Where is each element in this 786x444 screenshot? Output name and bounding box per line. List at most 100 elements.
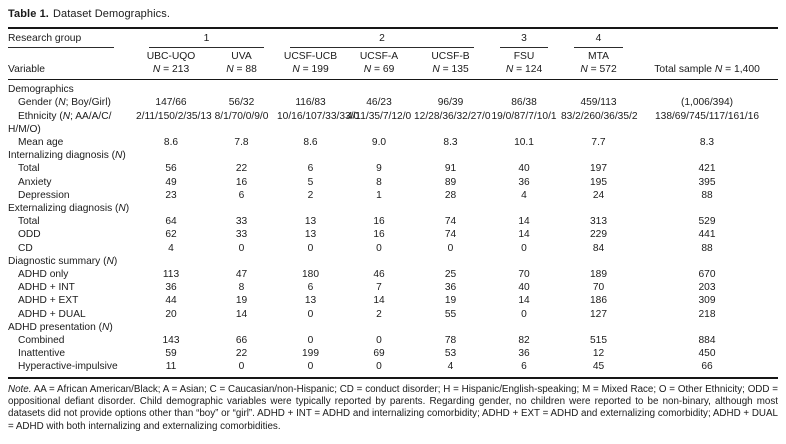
cell-value: 11 [136,360,206,379]
cell-value: 8 [238,282,245,294]
cell-value: 218 [698,308,716,320]
cell-value: 0 [376,335,382,347]
cell-value: 22 [235,163,248,175]
row-label: ADHD + EXT [18,295,79,307]
cell-value: 459/113 [580,97,617,109]
cell-value: 74 [444,229,457,241]
research-group-header: Research group [8,28,136,48]
table-header: Research group 1 2 3 4 Variable UBC-UQO N = 21… [8,28,779,81]
site-sample-size: N = 124 [505,63,543,75]
data-row: CD 4 0 0 0 0 0 84 88 [8,242,778,255]
row-label: Total [18,163,40,175]
cell-value: 56/32 [228,97,255,109]
cell-value: 0 [521,308,527,320]
section-header: Diagnostic summary (N) [8,255,118,267]
table-note: Note. AA = African American/Black; A = A… [8,384,778,434]
cell-value: 22 [235,348,248,360]
cell-value: 78 [444,335,457,347]
cell-value: 229 [590,229,608,241]
cell-value: 88 [701,242,713,254]
cell-value: 19 [235,295,248,307]
site-sample-size: N = 213 [152,63,190,75]
cell-value: 36 [518,348,530,360]
section-header: Externalizing diagnosis (N) [8,203,130,215]
cell-value: 441 [698,229,716,241]
cell-value: 70 [592,282,605,294]
group-header: 1 [136,28,277,48]
group-number-label: 4 [574,29,624,48]
cell-value: 12 [592,348,605,360]
cell-value: 8.3 [443,137,458,148]
cell-value: 23 [165,189,177,201]
cell-value: 64 [165,216,177,228]
cell-value: (1,006/394) [680,97,734,109]
cell-value: 74 [444,216,457,228]
cell-value: 45 [561,360,637,379]
cell-value: 13 [304,216,317,228]
site-header: MTA N = 572 [561,48,637,81]
site-name: FSU [513,51,535,62]
note-text: AA = African American/Black; A = Asian; … [8,383,778,432]
cell-value: 40 [518,163,530,175]
cell-value: 0 [277,360,345,379]
cell-value: 33 [235,216,248,228]
row-label: Total [18,216,40,228]
cell-value: 10.1 [514,137,534,148]
cell-value: 10/16/107/33/33/0 [277,110,360,122]
cell-value: 6 [307,282,314,294]
data-row: ADHD + EXT 44 19 13 14 19 14 186 309 [8,294,778,307]
cell-value: 395 [698,176,716,188]
cell-value: 8/1/70/0/9/0 [214,110,269,122]
row-label: Anxiety [18,176,52,188]
cell-value: 14 [235,308,248,320]
data-row: ODD 62 33 13 16 74 14 229 441 [8,228,778,241]
row-label: Inattentive [18,348,66,360]
cell-value: 8.3 [699,137,715,148]
cell-value: 86/38 [511,97,537,109]
cell-value: 36 [444,282,457,294]
cell-value: 884 [698,335,716,347]
cell-value: 70 [518,269,530,281]
site-name: UVA [231,51,252,62]
cell-value: 0 [206,360,278,379]
cell-value: 83/2/260/36/35/2 [561,110,638,122]
cell-value: 138/69/745/117/161/16 [654,110,760,122]
data-row: Mean age 8.6 7.8 8.6 9.0 8.3 10.1 7.7 8.3 [8,136,778,149]
cell-value: 127 [590,308,608,320]
cell-value: 88 [701,189,713,201]
cell-value: 7 [376,282,382,294]
cell-value: 14 [518,295,530,307]
cell-value: 16 [373,216,385,228]
site-header: FSU N = 124 [487,48,562,81]
site-name: MTA [588,51,609,62]
cell-value: 12/28/36/32/27/0 [414,110,491,122]
group-number-label: 1 [149,29,265,48]
cell-value: 670 [698,269,716,281]
site-sample-size: N = 88 [226,63,257,75]
site-header: UBC-UQO N = 213 [136,48,206,81]
cell-value: 421 [698,163,716,175]
cell-value: 8.6 [303,137,318,148]
section-row: Demographics [8,80,778,97]
cell-value: 84 [592,242,605,254]
cell-value: 40 [518,282,530,294]
cell-value: 25 [444,269,457,281]
cell-value: 47 [235,269,248,281]
total-sample-header: Total sample N = 1,400 [636,48,779,81]
cell-value: 309 [698,295,716,307]
cell-value: 14 [518,229,530,241]
row-label: ADHD + INT [18,282,75,294]
site-name: UBC-UQO [146,51,196,62]
cell-value: 147/66 [155,97,187,109]
cell-value: 0 [447,242,454,254]
section-row: Diagnostic summary (N) [8,255,778,268]
cell-value: 56 [165,163,177,175]
cell-value: 13 [304,229,317,241]
data-row: ADHD + INT 36 8 6 7 36 40 70 203 [8,281,778,294]
cell-value: 0 [344,360,415,379]
table-title: Table 1. Dataset Demographics. [8,8,778,20]
section-row: Internalizing diagnosis (N) [8,149,778,162]
note-prefix: Note. [8,383,32,395]
cell-value: 450 [698,348,716,360]
variable-header: Variable [8,48,136,81]
